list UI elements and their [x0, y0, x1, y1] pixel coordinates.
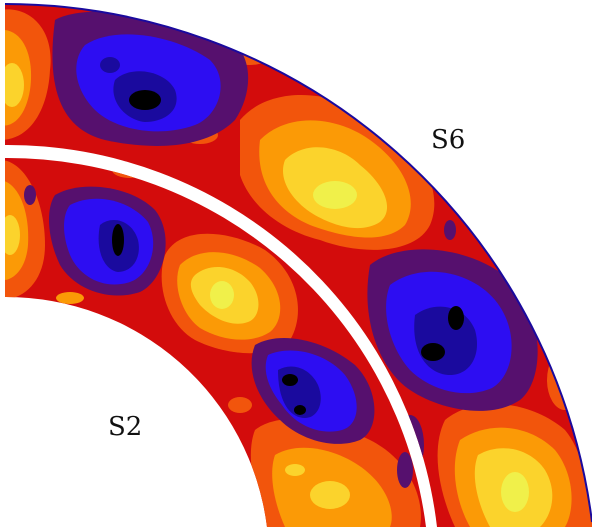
outer-warm-blobs [5, 9, 592, 527]
inner-cool-blobs [24, 185, 413, 488]
outer-boundary-edge [4, 3, 592, 523]
outer-shell-label: S6 [431, 125, 465, 155]
outer-cool-blobs [52, 11, 574, 475]
inner-shell-label: S2 [108, 412, 142, 442]
